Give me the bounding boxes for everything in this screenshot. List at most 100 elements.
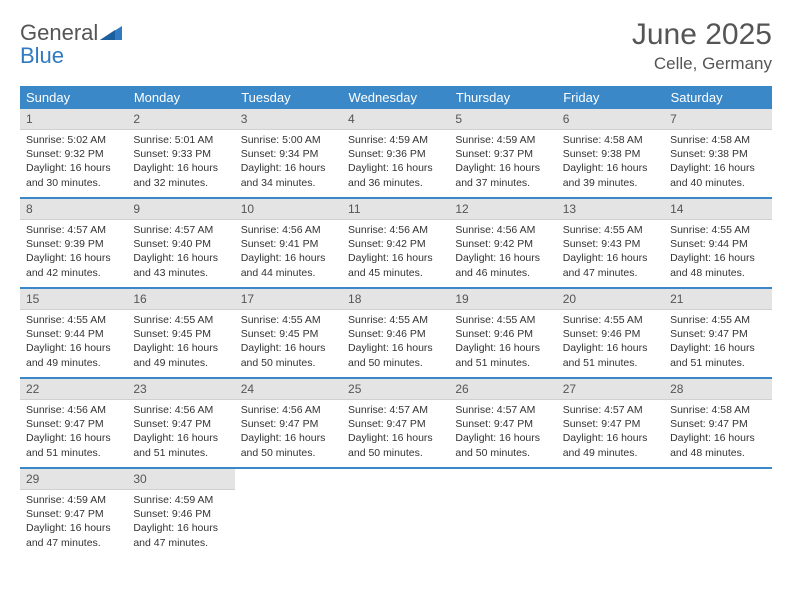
sunset-line: Sunset: 9:36 PM [348,147,443,161]
day-details: Sunrise: 4:55 AMSunset: 9:46 PMDaylight:… [342,310,449,376]
calendar-day-cell: 23Sunrise: 4:56 AMSunset: 9:47 PMDayligh… [127,379,234,467]
calendar-day-cell: 15Sunrise: 4:55 AMSunset: 9:44 PMDayligh… [20,289,127,377]
day-number: 26 [449,379,556,400]
day-details: Sunrise: 4:59 AMSunset: 9:36 PMDaylight:… [342,130,449,196]
brand-word2: Blue [20,43,64,68]
daylight-line: Daylight: 16 hours and 39 minutes. [563,161,658,189]
sunrise-line: Sunrise: 5:01 AM [133,133,228,147]
day-details: Sunrise: 4:57 AMSunset: 9:40 PMDaylight:… [127,220,234,286]
daylight-line: Daylight: 16 hours and 43 minutes. [133,251,228,279]
sunrise-line: Sunrise: 4:55 AM [563,313,658,327]
calendar-day-cell: 24Sunrise: 4:56 AMSunset: 9:47 PMDayligh… [235,379,342,467]
daylight-line: Daylight: 16 hours and 47 minutes. [133,521,228,549]
sunset-line: Sunset: 9:47 PM [26,507,121,521]
day-number: 29 [20,469,127,490]
daylight-line: Daylight: 16 hours and 51 minutes. [455,341,550,369]
sunset-line: Sunset: 9:34 PM [241,147,336,161]
day-number: 5 [449,109,556,130]
daylight-line: Daylight: 16 hours and 48 minutes. [670,251,765,279]
weekday-header: Monday [127,86,234,109]
calendar-week-row: 29Sunrise: 4:59 AMSunset: 9:47 PMDayligh… [20,469,772,557]
calendar-day-cell: 5 Sunrise: 4:59 AMSunset: 9:37 PMDaylight… [449,109,556,197]
sunset-line: Sunset: 9:47 PM [241,417,336,431]
sunrise-line: Sunrise: 5:02 AM [26,133,121,147]
day-number: 3 [235,109,342,130]
sunset-line: Sunset: 9:47 PM [348,417,443,431]
calendar-week-row: 15Sunrise: 4:55 AMSunset: 9:44 PMDayligh… [20,289,772,377]
sunset-line: Sunset: 9:32 PM [26,147,121,161]
sunset-line: Sunset: 9:45 PM [133,327,228,341]
calendar-day-cell: 14Sunrise: 4:55 AMSunset: 9:44 PMDayligh… [664,199,771,287]
day-details: Sunrise: 4:58 AMSunset: 9:38 PMDaylight:… [557,130,664,196]
daylight-line: Daylight: 16 hours and 50 minutes. [455,431,550,459]
sunset-line: Sunset: 9:42 PM [348,237,443,251]
daylight-line: Daylight: 16 hours and 42 minutes. [26,251,121,279]
daylight-line: Daylight: 16 hours and 40 minutes. [670,161,765,189]
calendar-day-cell: 30Sunrise: 4:59 AMSunset: 9:46 PMDayligh… [127,469,234,557]
calendar-table: Sunday Monday Tuesday Wednesday Thursday… [20,86,772,557]
day-number: 10 [235,199,342,220]
sunrise-line: Sunrise: 4:59 AM [455,133,550,147]
sunset-line: Sunset: 9:41 PM [241,237,336,251]
day-details: Sunrise: 5:02 AMSunset: 9:32 PMDaylight:… [20,130,127,196]
calendar-day-cell [342,469,449,557]
sunrise-line: Sunrise: 4:55 AM [670,223,765,237]
day-details: Sunrise: 4:55 AMSunset: 9:43 PMDaylight:… [557,220,664,286]
sunrise-line: Sunrise: 4:59 AM [348,133,443,147]
calendar-day-cell: 9Sunrise: 4:57 AMSunset: 9:40 PMDaylight… [127,199,234,287]
daylight-line: Daylight: 16 hours and 34 minutes. [241,161,336,189]
day-details: Sunrise: 4:56 AMSunset: 9:42 PMDaylight:… [449,220,556,286]
weekday-header: Sunday [20,86,127,109]
daylight-line: Daylight: 16 hours and 50 minutes. [348,341,443,369]
calendar-day-cell [664,469,771,557]
calendar-day-cell: 3Sunrise: 5:00 AMSunset: 9:34 PMDaylight… [235,109,342,197]
daylight-line: Daylight: 16 hours and 47 minutes. [26,521,121,549]
sunrise-line: Sunrise: 4:56 AM [241,403,336,417]
sunset-line: Sunset: 9:43 PM [563,237,658,251]
sunrise-line: Sunrise: 4:55 AM [26,313,121,327]
sunset-line: Sunset: 9:47 PM [670,327,765,341]
sunrise-line: Sunrise: 4:57 AM [348,403,443,417]
day-number: 9 [127,199,234,220]
daylight-line: Daylight: 16 hours and 49 minutes. [133,341,228,369]
day-details: Sunrise: 4:59 AMSunset: 9:46 PMDaylight:… [127,490,234,556]
day-number: 19 [449,289,556,310]
sunrise-line: Sunrise: 4:57 AM [455,403,550,417]
daylight-line: Daylight: 16 hours and 32 minutes. [133,161,228,189]
day-details: Sunrise: 4:56 AMSunset: 9:47 PMDaylight:… [20,400,127,466]
location: Celle, Germany [632,54,772,74]
daylight-line: Daylight: 16 hours and 45 minutes. [348,251,443,279]
day-details: Sunrise: 4:55 AMSunset: 9:45 PMDaylight:… [127,310,234,376]
brand-word1: General [20,20,98,45]
day-details: Sunrise: 4:58 AMSunset: 9:47 PMDaylight:… [664,400,771,466]
day-number: 30 [127,469,234,490]
daylight-line: Daylight: 16 hours and 48 minutes. [670,431,765,459]
day-number: 14 [664,199,771,220]
daylight-line: Daylight: 16 hours and 37 minutes. [455,161,550,189]
sunrise-line: Sunrise: 4:59 AM [26,493,121,507]
calendar-day-cell: 22Sunrise: 4:56 AMSunset: 9:47 PMDayligh… [20,379,127,467]
daylight-line: Daylight: 16 hours and 44 minutes. [241,251,336,279]
day-number: 2 [127,109,234,130]
calendar-day-cell: 17Sunrise: 4:55 AMSunset: 9:45 PMDayligh… [235,289,342,377]
calendar-day-cell: 4Sunrise: 4:59 AMSunset: 9:36 PMDaylight… [342,109,449,197]
day-number: 18 [342,289,449,310]
day-details: Sunrise: 4:57 AMSunset: 9:39 PMDaylight:… [20,220,127,286]
header: General Blue June 2025 Celle, Germany [20,18,772,74]
sunrise-line: Sunrise: 4:56 AM [241,223,336,237]
sunrise-line: Sunrise: 4:55 AM [563,223,658,237]
day-details: Sunrise: 4:57 AMSunset: 9:47 PMDaylight:… [557,400,664,466]
day-details: Sunrise: 4:56 AMSunset: 9:42 PMDaylight:… [342,220,449,286]
calendar-week-row: 22Sunrise: 4:56 AMSunset: 9:47 PMDayligh… [20,379,772,467]
weekday-header: Tuesday [235,86,342,109]
daylight-line: Daylight: 16 hours and 50 minutes. [241,431,336,459]
calendar-day-cell [235,469,342,557]
sunrise-line: Sunrise: 4:55 AM [670,313,765,327]
sunset-line: Sunset: 9:37 PM [455,147,550,161]
day-details: Sunrise: 4:55 AMSunset: 9:45 PMDaylight:… [235,310,342,376]
day-details: Sunrise: 4:55 AMSunset: 9:46 PMDaylight:… [449,310,556,376]
calendar-day-cell: 25Sunrise: 4:57 AMSunset: 9:47 PMDayligh… [342,379,449,467]
daylight-line: Daylight: 16 hours and 51 minutes. [133,431,228,459]
title-block: June 2025 Celle, Germany [632,18,772,74]
daylight-line: Daylight: 16 hours and 51 minutes. [670,341,765,369]
